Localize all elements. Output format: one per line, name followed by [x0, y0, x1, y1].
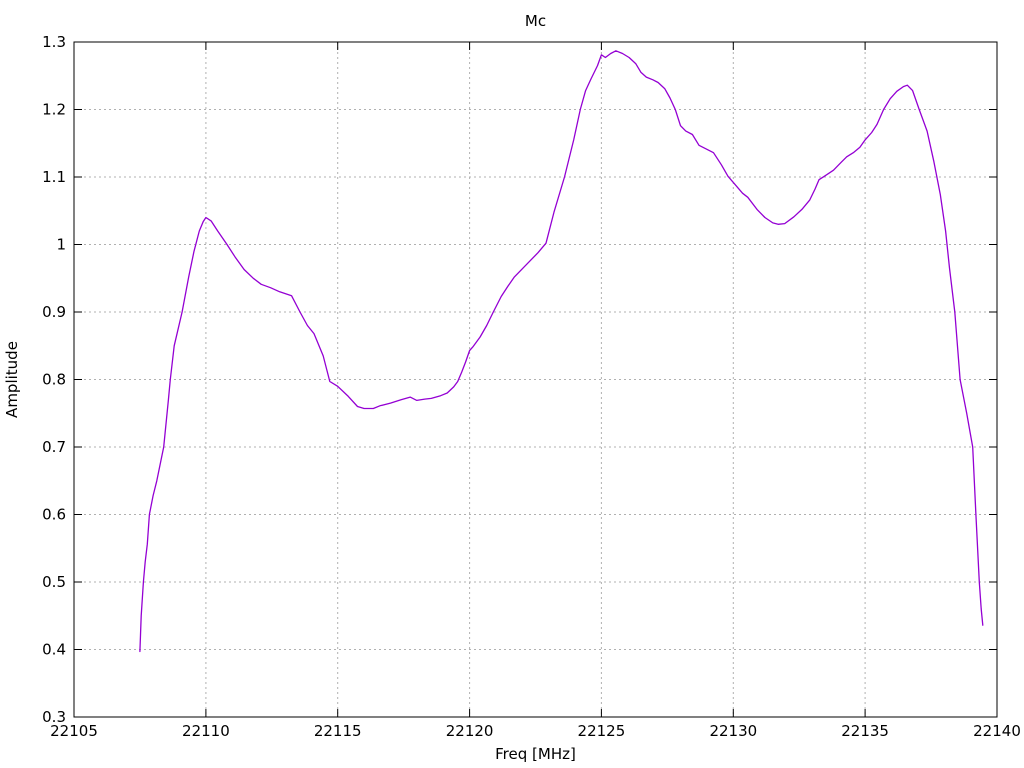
y-tick-label: 1	[56, 236, 66, 254]
x-tick-label: 22110	[182, 722, 230, 740]
y-tick-label: 0.7	[42, 438, 66, 456]
x-tick-label: 22135	[841, 722, 889, 740]
y-axis-label: Amplitude	[3, 341, 21, 418]
x-tick-label: 22115	[314, 722, 362, 740]
plot-border	[73, 41, 998, 718]
y-tick-label: 1.3	[42, 33, 66, 51]
x-tick-label: 22105	[50, 722, 98, 740]
y-tick-label: 0.3	[42, 708, 66, 726]
tick-labels: 22105 22110 22115 22120 22125 22130 22135 22140…	[42, 33, 1021, 740]
axis-ticks	[73, 41, 998, 718]
y-tick-label: 0.9	[42, 303, 66, 321]
y-tick-label: 0.6	[42, 506, 66, 524]
chart-title: Mc	[525, 12, 546, 30]
x-tick-label: 22125	[578, 722, 626, 740]
y-tick-label: 1.1	[42, 168, 66, 186]
x-axis-label: Freq [MHz]	[495, 745, 576, 763]
x-tick-label: 22140	[973, 722, 1021, 740]
y-tick-label: 0.4	[42, 641, 66, 659]
grid-lines	[74, 42, 997, 717]
y-tick-label: 0.8	[42, 371, 66, 389]
y-tick-label: 0.5	[42, 573, 66, 591]
data-series-line	[139, 50, 984, 653]
y-tick-label: 1.2	[42, 101, 66, 119]
x-tick-label: 22120	[446, 722, 494, 740]
x-tick-label: 22130	[709, 722, 757, 740]
